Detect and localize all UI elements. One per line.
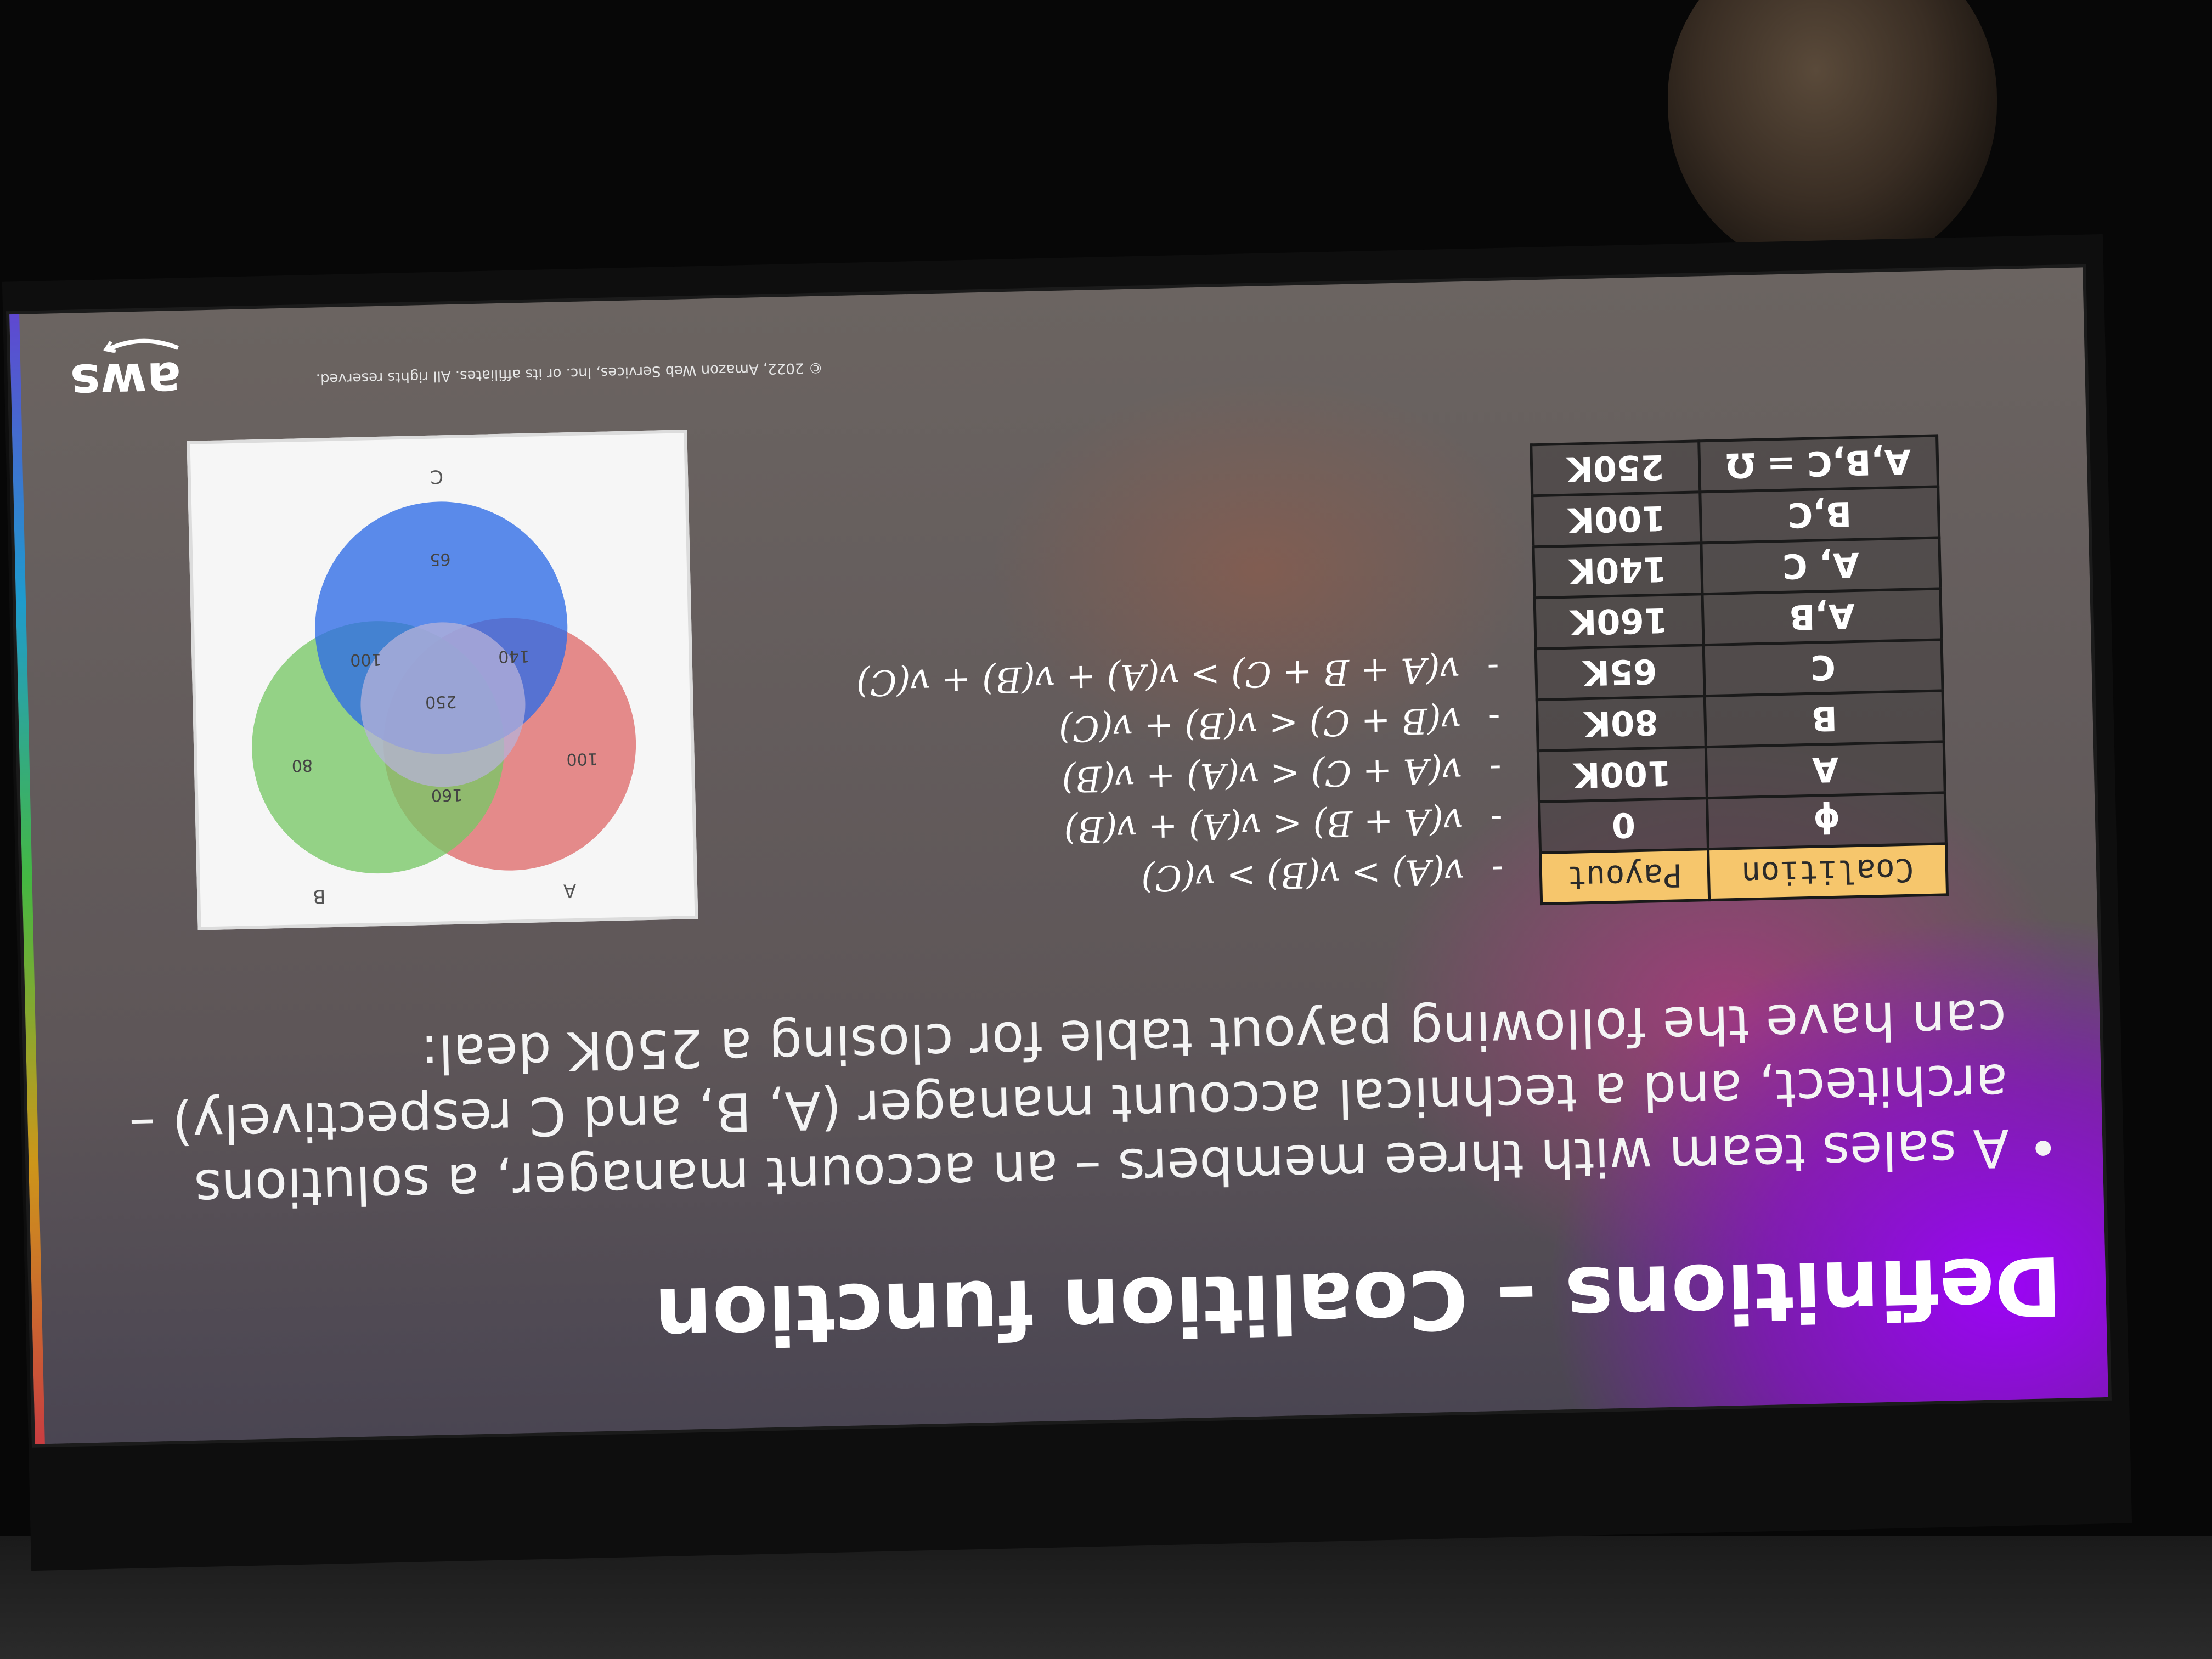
bullet-icon: • xyxy=(2027,1115,2059,1178)
formula-text: v(B + C) < v(B) + v(C) xyxy=(1058,699,1462,749)
payout-cell: 100K xyxy=(1532,492,1702,547)
coalition-cell: B xyxy=(1705,690,1944,747)
payout-cell: 160K xyxy=(1534,594,1704,649)
venn-diagram: A B C 100 80 65 160 140 100 250 xyxy=(252,465,636,907)
table-header-coalition: Coalition xyxy=(1708,843,1948,900)
payout-cell: 65K xyxy=(1535,645,1705,700)
venn-value-ac: 140 xyxy=(498,646,530,666)
formula-text: v(A) > v(B) > v(C) xyxy=(1141,850,1465,899)
coalition-cell: A,B,C = Ω xyxy=(1699,435,1938,492)
venn-value-ab: 160 xyxy=(431,785,463,805)
table-row: B,C 100K xyxy=(1532,486,1939,547)
coalition-cell: A xyxy=(1706,741,1945,798)
formula-list: -v(A) > v(B) > v(C) -v(A + B) < v(A) + v… xyxy=(856,643,1504,910)
coalition-cell: A, C xyxy=(1701,537,1940,594)
payout-table: Coalition Payout ϕ 0 A 100K B 80K C 65K xyxy=(1530,434,1949,905)
table-row: B 80K xyxy=(1536,690,1944,751)
dash-icon: - xyxy=(1486,647,1500,689)
payout-cell: 80K xyxy=(1536,696,1706,751)
copyright-notice: © 2022, Amazon Web Services, Inc. or its… xyxy=(315,359,823,387)
venn-label-c: C xyxy=(430,465,444,488)
aws-smile-icon xyxy=(103,338,179,353)
coalition-cell: C xyxy=(1703,639,1943,696)
table-row: ϕ 0 xyxy=(1539,792,1946,853)
coalition-cell: ϕ xyxy=(1707,792,1946,849)
formula-text: v(A + C) < v(A) + v(B) xyxy=(1061,749,1463,799)
dash-icon: - xyxy=(1489,748,1502,790)
table-row: A 100K xyxy=(1538,741,1945,802)
venn-label-b: B xyxy=(313,885,326,907)
formula-text: v(A + B + C) > v(A) + v(B) + v(C) xyxy=(855,648,1460,703)
venn-center-overlay xyxy=(360,622,526,787)
table-row: A, C 140K xyxy=(1533,537,1940,598)
venn-label-a: A xyxy=(563,879,576,902)
venn-value-bc: 100 xyxy=(350,650,382,669)
coalition-cell: A,B xyxy=(1702,588,1942,645)
venn-diagram-panel: A B C 100 80 65 160 140 100 250 xyxy=(187,430,698,930)
payout-cell: 100K xyxy=(1538,747,1707,802)
presentation-slide: Definitions – Coalition function • A sal… xyxy=(9,267,2108,1444)
table-header-row: Coalition Payout xyxy=(1540,843,1948,904)
venn-value-b: 80 xyxy=(291,755,313,775)
payout-cell: 250K xyxy=(1531,441,1700,496)
bullet-text: A sales team with three members – an acc… xyxy=(128,987,2010,1220)
dash-icon: - xyxy=(1491,849,1504,891)
slide-title: Definitions – Coalition function xyxy=(653,1238,2063,1364)
venn-value-a: 100 xyxy=(566,749,598,769)
dash-icon: - xyxy=(1490,799,1503,840)
table-row: C 65K xyxy=(1535,639,1943,700)
dash-icon: - xyxy=(1488,698,1501,740)
venn-value-abc: 250 xyxy=(425,692,457,712)
table-row: A,B 160K xyxy=(1534,588,1942,649)
aws-logo: aws xyxy=(69,351,182,412)
audience-head xyxy=(1668,0,1997,274)
venn-value-c: 65 xyxy=(430,549,451,569)
payout-cell: 0 xyxy=(1539,798,1708,853)
bullet-point: • A sales team with three members – an a… xyxy=(81,985,2059,1224)
table-row: A,B,C = Ω 250K xyxy=(1531,435,1938,496)
table-header-payout: Payout xyxy=(1540,849,1709,904)
coalition-cell: B,C xyxy=(1700,486,1939,543)
formula-text: v(A + B) < v(A) + v(B) xyxy=(1063,800,1464,850)
payout-cell: 140K xyxy=(1533,543,1703,598)
